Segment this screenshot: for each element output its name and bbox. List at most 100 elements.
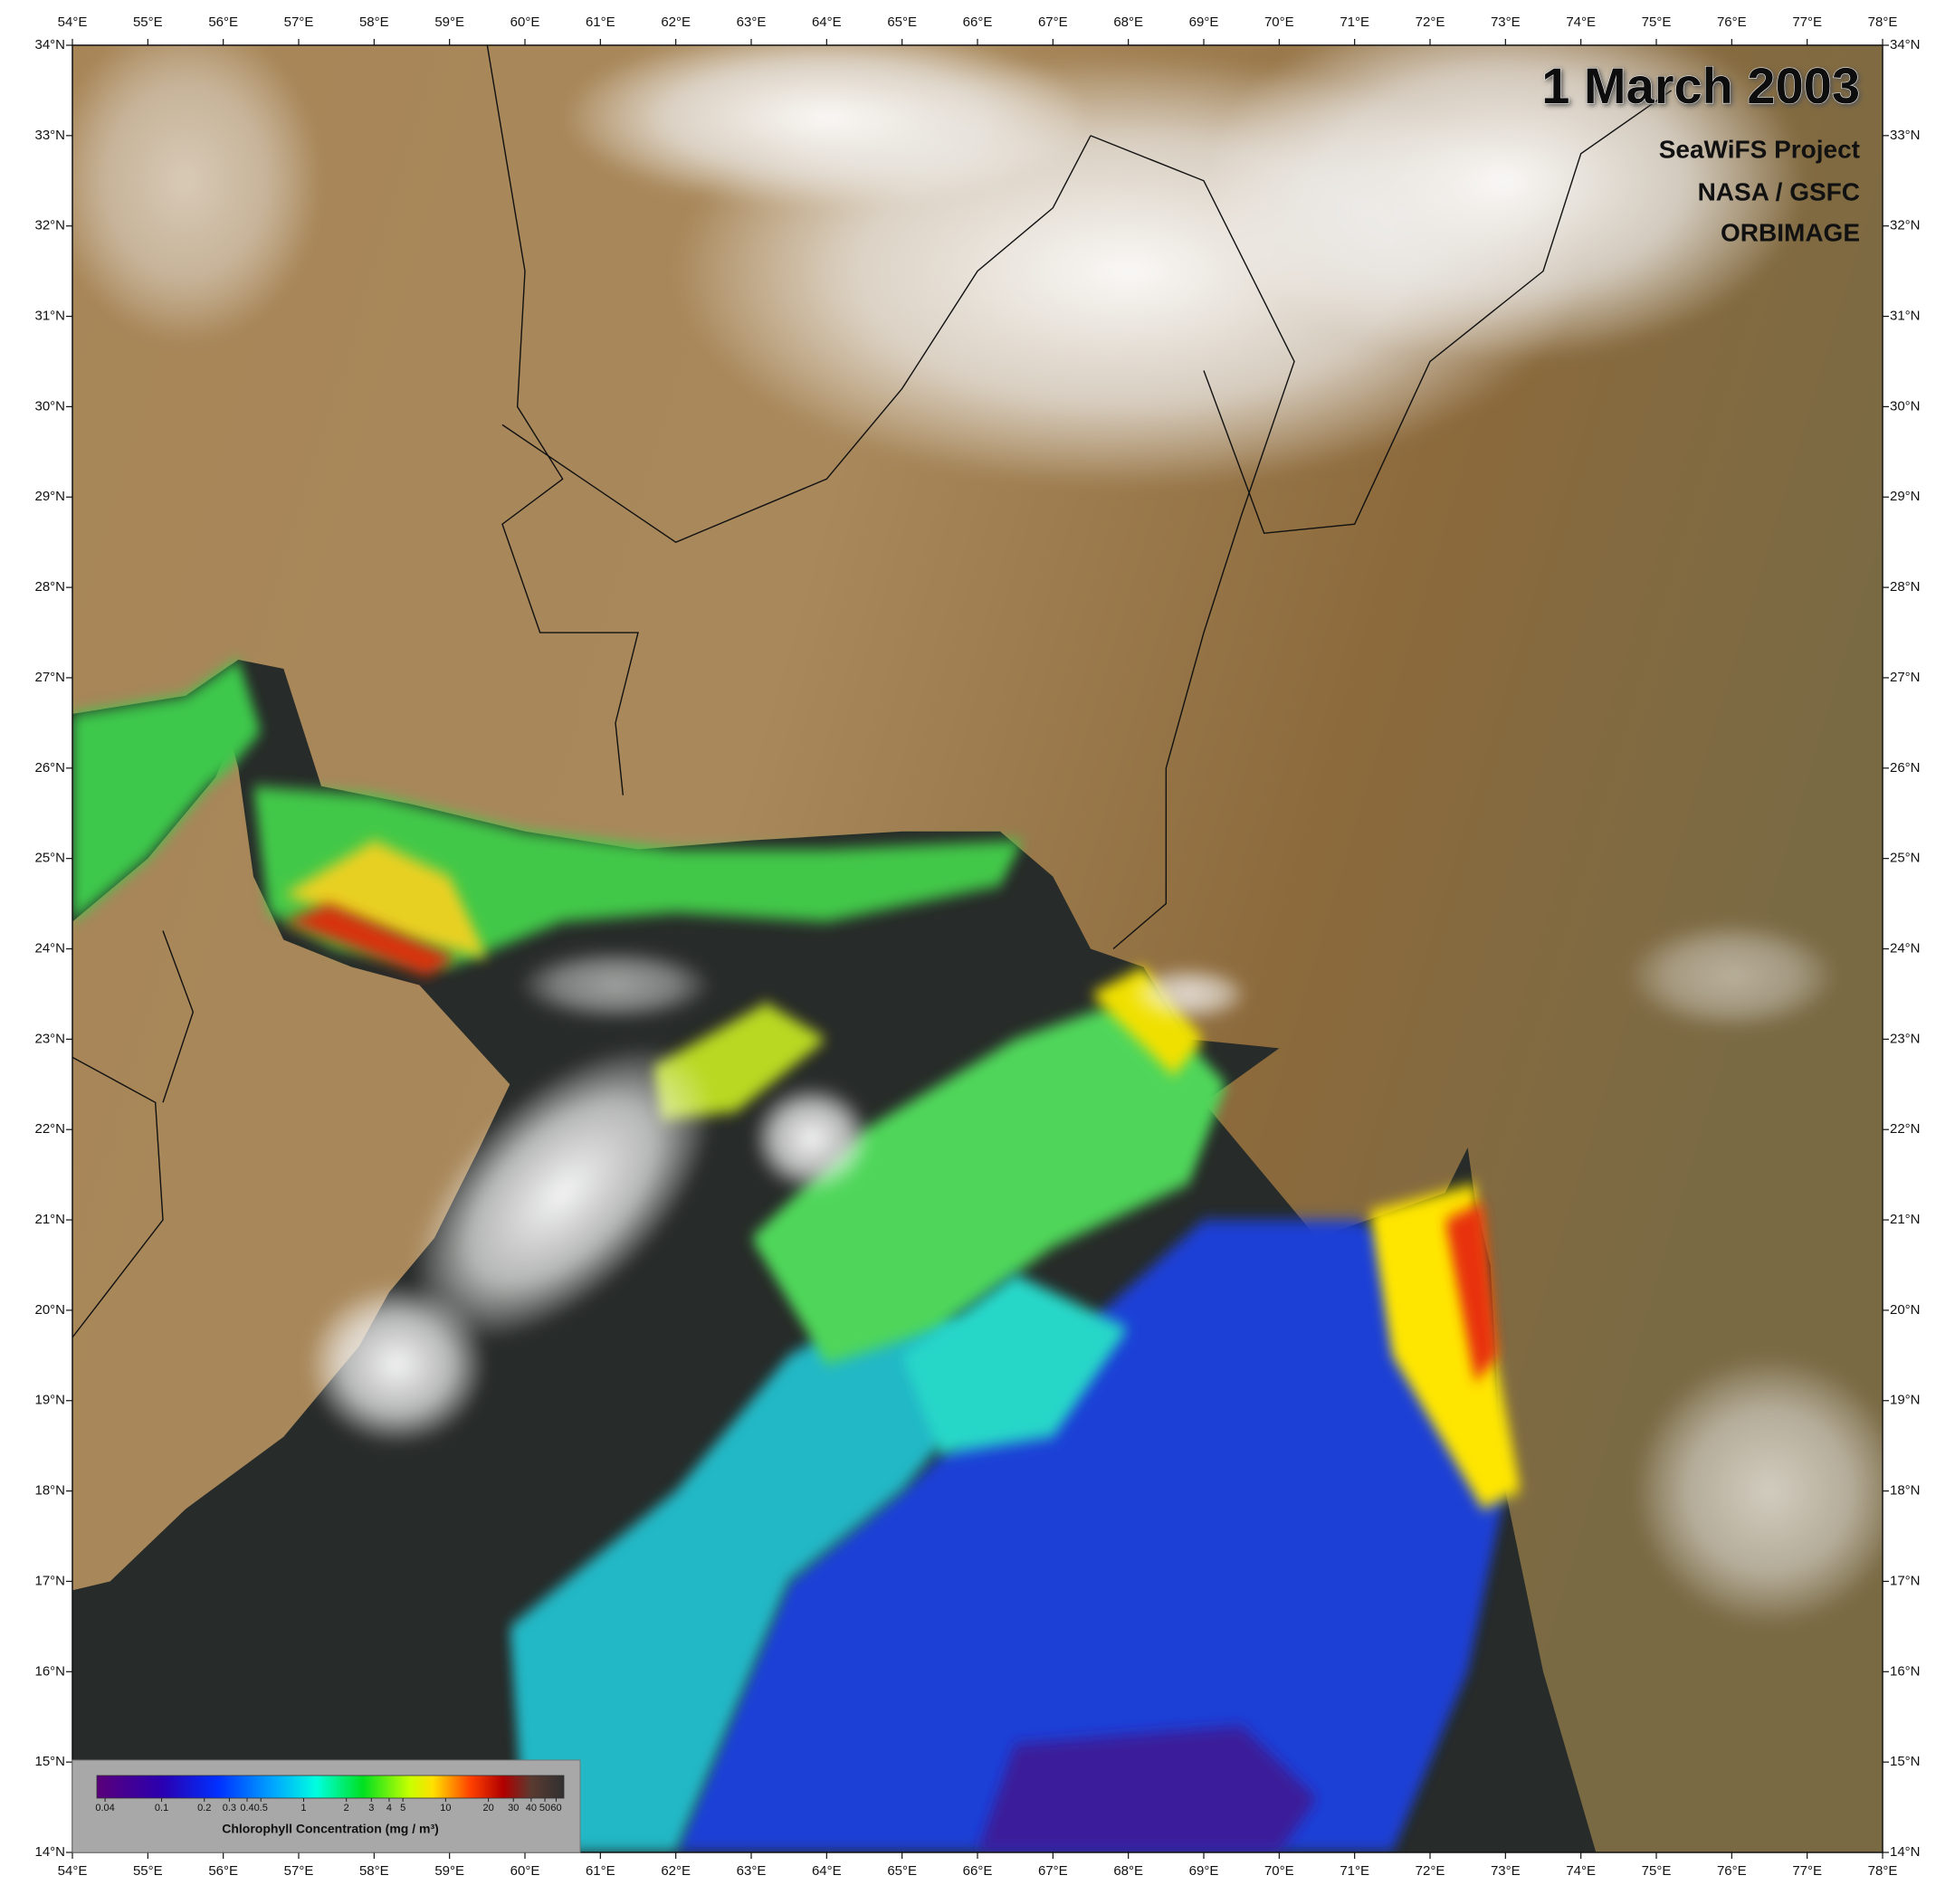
lon-tick-label: 61°E bbox=[586, 14, 615, 30]
lat-tick-label: 34°N bbox=[1890, 37, 1921, 52]
lon-tick-label: 66°E bbox=[963, 1863, 993, 1879]
lat-tick-label: 20°N bbox=[1890, 1302, 1921, 1318]
colorbar-tick-label: 0.1 bbox=[155, 1803, 168, 1814]
lon-tick-label: 67°E bbox=[1038, 14, 1068, 30]
lat-tick-label: 24°N bbox=[34, 940, 65, 956]
lat-tick-label: 22°N bbox=[1890, 1121, 1921, 1137]
colorbar-tick-label: 50 bbox=[539, 1803, 550, 1814]
lat-tick-label: 29°N bbox=[1890, 489, 1921, 504]
chlorophyll-high bbox=[1445, 1202, 1498, 1383]
lon-tick-label: 77°E bbox=[1792, 1863, 1822, 1879]
lat-tick-label: 15°N bbox=[34, 1754, 65, 1769]
lon-tick-label: 73°E bbox=[1491, 1863, 1521, 1879]
clouds bbox=[72, 45, 1883, 1627]
lon-tick-label: 78°E bbox=[1868, 14, 1898, 30]
colorbar-tick-label: 0.04 bbox=[95, 1803, 114, 1814]
lon-tick-label: 59°E bbox=[434, 1863, 464, 1879]
colorbar-panel bbox=[72, 1759, 581, 1853]
lon-tick-label: 75°E bbox=[1642, 14, 1672, 30]
lat-tick-label: 31°N bbox=[1890, 309, 1921, 324]
lat-tick-label: 24°N bbox=[1890, 940, 1921, 956]
lat-tick-label: 28°N bbox=[1890, 579, 1921, 595]
lon-tick-label: 58°E bbox=[359, 14, 389, 30]
lat-tick-label: 17°N bbox=[1890, 1573, 1921, 1588]
chlorophyll-kutch bbox=[1090, 966, 1204, 1076]
graticule: 54°E 54°E 55°E 55°E 56°E 56°E 57°E 57°E 58°E 58°E… bbox=[34, 14, 1920, 1879]
lon-tick-label: 70°E bbox=[1264, 14, 1294, 30]
lon-tick-label: 71°E bbox=[1340, 14, 1369, 30]
colorbar-tick-label: 60 bbox=[550, 1803, 561, 1814]
lon-tick-label: 56°E bbox=[208, 14, 238, 30]
lon-tick-label: 54°E bbox=[58, 14, 88, 30]
lon-tick-label: 72°E bbox=[1416, 14, 1445, 30]
map-image bbox=[72, 45, 1883, 1852]
lon-tick-label: 59°E bbox=[434, 14, 464, 30]
colorbar-tick-label: 0.3 bbox=[223, 1803, 236, 1814]
lon-tick-label: 78°E bbox=[1868, 1863, 1898, 1879]
title-block: 1 March 2003 bbox=[1541, 56, 1861, 114]
lon-tick-label: 54°E bbox=[58, 1863, 88, 1879]
lat-tick-label: 23°N bbox=[34, 1031, 65, 1046]
lat-tick-label: 15°N bbox=[1890, 1754, 1921, 1769]
lat-tick-label: 20°N bbox=[34, 1302, 65, 1318]
lat-tick-label: 25°N bbox=[1890, 851, 1921, 866]
lat-tick-label: 26°N bbox=[1890, 760, 1921, 776]
lat-tick-label: 22°N bbox=[34, 1121, 65, 1137]
chlorophyll-gulf-yellow bbox=[283, 840, 488, 958]
colorbar-tick-label: 3 bbox=[368, 1803, 374, 1814]
lat-tick-label: 21°N bbox=[1890, 1212, 1921, 1227]
lat-tick-label: 18°N bbox=[34, 1483, 65, 1499]
lon-tick-label: 75°E bbox=[1642, 1863, 1672, 1879]
credit: SeaWiFS Project bbox=[1659, 135, 1860, 163]
lon-tick-label: 66°E bbox=[963, 14, 993, 30]
map-layers bbox=[72, 45, 1883, 1852]
lon-tick-label: 62°E bbox=[661, 1863, 691, 1879]
colorbar-tick-label: 0.5 bbox=[254, 1803, 268, 1814]
lon-tick-label: 69°E bbox=[1189, 14, 1219, 30]
lat-tick-label: 25°N bbox=[34, 851, 65, 866]
lon-tick-label: 62°E bbox=[661, 14, 691, 30]
lat-tick-label: 31°N bbox=[34, 309, 65, 324]
colorbar-tick-label: 10 bbox=[440, 1803, 451, 1814]
lat-tick-label: 27°N bbox=[1890, 670, 1921, 685]
colorbar-tick-label: 0.4 bbox=[240, 1803, 253, 1814]
lon-tick-label: 60°E bbox=[510, 1863, 540, 1879]
lat-tick-label: 19°N bbox=[34, 1393, 65, 1408]
lon-tick-label: 72°E bbox=[1416, 1863, 1445, 1879]
colorbar-tick-label: 0.2 bbox=[197, 1803, 211, 1814]
lon-tick-label: 55°E bbox=[133, 1863, 163, 1879]
colorbar-tick-label: 4 bbox=[386, 1803, 392, 1814]
colorbar-ramp bbox=[96, 1775, 565, 1799]
lon-tick-label: 56°E bbox=[208, 1863, 238, 1879]
colorbar-label: Chlorophyll Concentration (mg / m³) bbox=[222, 1822, 439, 1836]
lon-tick-label: 60°E bbox=[510, 14, 540, 30]
lon-tick-label: 68°E bbox=[1113, 1863, 1143, 1879]
lon-tick-label: 55°E bbox=[133, 14, 163, 30]
lon-tick-label: 74°E bbox=[1566, 14, 1596, 30]
lon-tick-label: 76°E bbox=[1717, 1863, 1747, 1879]
lon-tick-label: 65°E bbox=[887, 14, 917, 30]
lat-tick-label: 18°N bbox=[1890, 1483, 1921, 1499]
lat-tick-label: 30°N bbox=[1890, 398, 1921, 414]
lat-tick-label: 33°N bbox=[1890, 128, 1921, 143]
lat-tick-label: 30°N bbox=[34, 398, 65, 414]
lat-tick-label: 19°N bbox=[1890, 1393, 1921, 1408]
lat-tick-label: 14°N bbox=[1890, 1844, 1921, 1860]
lat-tick-label: 23°N bbox=[1890, 1031, 1921, 1046]
lon-tick-label: 63°E bbox=[737, 1863, 767, 1879]
lon-tick-label: 74°E bbox=[1566, 1863, 1596, 1879]
colorbar-tick-label: 20 bbox=[482, 1803, 493, 1814]
lat-tick-label: 27°N bbox=[34, 670, 65, 685]
lon-tick-label: 58°E bbox=[359, 1863, 389, 1879]
lat-tick-label: 34°N bbox=[34, 37, 65, 52]
map-title: 1 March 2003 bbox=[1541, 57, 1860, 114]
lon-tick-label: 63°E bbox=[737, 14, 767, 30]
lat-tick-label: 17°N bbox=[34, 1573, 65, 1588]
lon-tick-label: 64°E bbox=[812, 14, 842, 30]
lon-tick-label: 73°E bbox=[1491, 14, 1521, 30]
colorbar: Chlorophyll Concentration (mg / m³) 0.04… bbox=[72, 1759, 581, 1853]
chlorophyll-mid bbox=[510, 1291, 1016, 1852]
lat-tick-label: 29°N bbox=[34, 489, 65, 504]
